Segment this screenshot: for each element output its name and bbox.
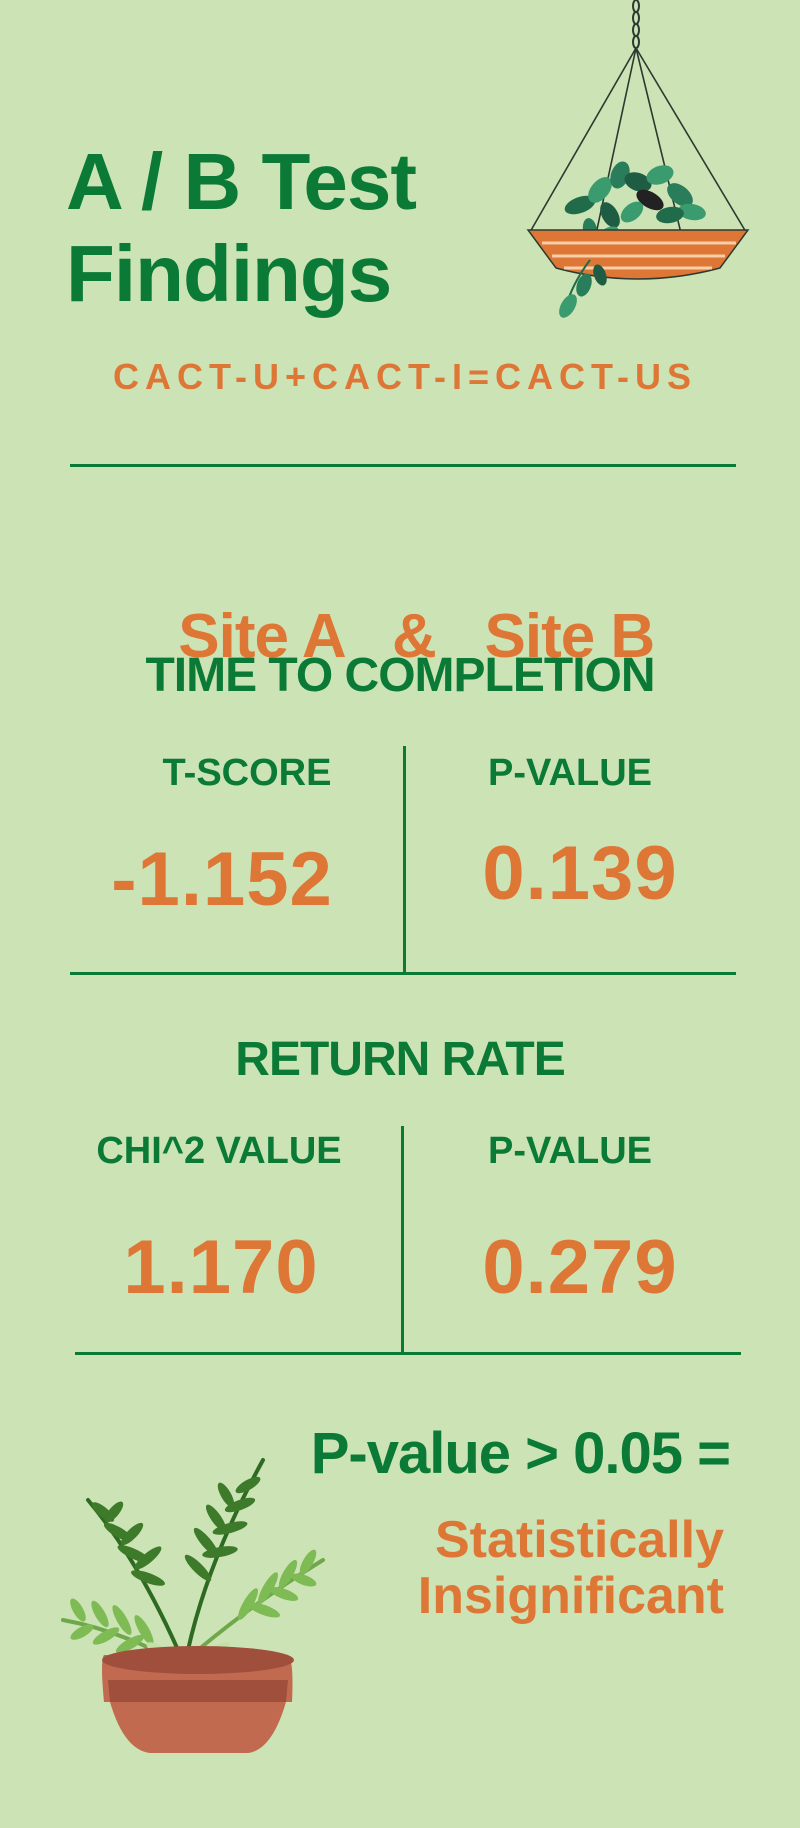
section-title-time: TIME TO COMPLETION xyxy=(145,649,655,702)
potted-fern-icon xyxy=(61,1458,325,1753)
site-b-label: Site B xyxy=(484,602,656,671)
divider-vertical-return xyxy=(401,1126,404,1352)
title-line-2: Findings xyxy=(66,229,392,318)
subtitle: CACT-U+CACT-I=CACT-US xyxy=(112,356,697,397)
t-score-label: T-SCORE xyxy=(162,752,332,794)
p-value-label-time: P-VALUE xyxy=(488,752,652,794)
site-comparison: Site A & Site B xyxy=(0,530,800,672)
divider-top xyxy=(70,464,736,467)
conclusion-result: Statistically Insignificant xyxy=(284,1512,724,1624)
divider-vertical-time xyxy=(403,746,406,972)
divider-middle xyxy=(70,972,736,975)
chi-squared-value: 1.170 xyxy=(123,1225,319,1310)
conclusion-threshold: P-value > 0.05 = xyxy=(310,1421,731,1486)
site-a-label: Site A xyxy=(178,602,344,671)
p-value-return-value: 0.279 xyxy=(482,1225,678,1310)
p-value-time-value: 0.139 xyxy=(482,831,678,916)
t-score-value: -1.152 xyxy=(111,837,333,922)
divider-bottom xyxy=(75,1352,741,1355)
conclusion-line-3: Insignificant xyxy=(417,1567,724,1625)
section-title-return: RETURN RATE xyxy=(235,1033,565,1086)
conclusion-line-2: Statistically xyxy=(434,1511,724,1569)
chi-squared-label: CHI^2 VALUE xyxy=(96,1130,342,1172)
p-value-label-return: P-VALUE xyxy=(488,1130,652,1172)
ampersand: & xyxy=(392,602,437,671)
hanging-plant-icon xyxy=(526,0,750,318)
page-title: A / B Test Findings xyxy=(66,136,526,320)
title-line-1: A / B Test xyxy=(66,137,417,226)
